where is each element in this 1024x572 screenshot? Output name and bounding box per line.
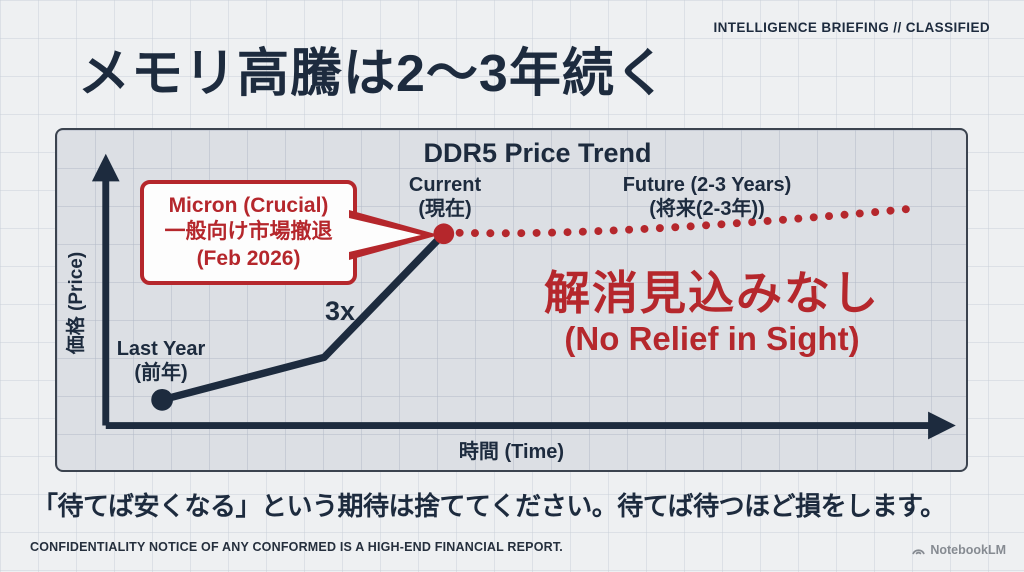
multiplier-label: 3x bbox=[324, 296, 356, 326]
y-axis-arrow-icon bbox=[91, 153, 120, 182]
last-year-point bbox=[151, 388, 173, 411]
no-relief-message: 解消見込みなし (No Relief in Sight) bbox=[544, 267, 880, 357]
price-line-forecast-dotted bbox=[455, 204, 923, 238]
current-label: Current (現在) bbox=[408, 174, 482, 220]
page-title: メモリ高騰は2〜3年続く bbox=[78, 45, 668, 103]
notebooklm-logo-icon bbox=[912, 549, 925, 555]
fine-print: CONFIDENTIALITY NOTICE OF ANY CONFORMED … bbox=[30, 540, 563, 554]
price-line-solid bbox=[158, 230, 448, 404]
chart-title: DDR5 Price Trend bbox=[423, 138, 652, 168]
x-axis-arrow-icon bbox=[928, 411, 956, 440]
watermark-label: NotebookLM bbox=[930, 543, 1006, 557]
callout-line3: (Feb 2026) bbox=[196, 246, 301, 270]
callout-line2: 一般向け市場撤退 bbox=[164, 220, 333, 244]
callout-pointer-icon bbox=[349, 210, 439, 260]
takeaway-text: 「待てば安くなる」という期待は捨ててください。待てば待つほど損をします。 bbox=[32, 491, 946, 521]
micron-callout: Micron (Crucial) 一般向け市場撤退 (Feb 2026) bbox=[140, 180, 357, 285]
watermark: NotebookLM bbox=[911, 543, 1006, 557]
future-label: Future (2-3 Years) (将来(2-3年)) bbox=[622, 174, 792, 220]
callout-line1: Micron (Crucial) bbox=[168, 194, 329, 218]
x-axis-label: 時間 (Time) bbox=[458, 441, 565, 463]
last-year-label: Last Year (前年) bbox=[116, 338, 206, 384]
current-point bbox=[433, 223, 455, 245]
classification-banner: INTELLIGENCE BRIEFING // CLASSIFIED bbox=[713, 20, 990, 35]
y-axis-label: 価格 (Price) bbox=[66, 251, 87, 355]
price-trend-chart bbox=[91, 153, 956, 440]
chart-panel: DDR5 Price Trend 価格 (Price) 時間 (Time) Mi… bbox=[55, 128, 968, 472]
